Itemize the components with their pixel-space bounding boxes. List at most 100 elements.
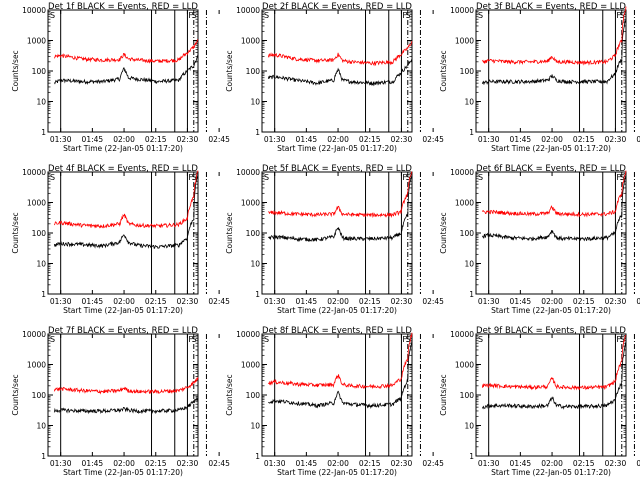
plot-frame xyxy=(47,333,199,457)
panel-title: Det 7f BLACK = Events, RED = LLD xyxy=(48,326,198,336)
x-tick-label: 01:30 xyxy=(264,135,286,144)
panel-det-9: Det 9f BLACK = Events, RED = LLD 1 10 100 10… xyxy=(439,326,640,477)
flag-label-saa: S xyxy=(192,11,197,20)
x-tick-label: 02:45 xyxy=(208,459,230,468)
x-tick-label: 01:45 xyxy=(82,297,104,306)
y-tick-label: 10 xyxy=(36,98,46,107)
y-tick-label: 10000 xyxy=(450,6,474,15)
panel-title: Det 2f BLACK = Events, RED = LLD xyxy=(262,2,412,12)
y-tick-label: 1000 xyxy=(27,199,46,208)
x-tick-label: 02:30 xyxy=(391,459,413,468)
x-tick-label: 02:30 xyxy=(605,459,627,468)
x-tick-label: 01:30 xyxy=(478,135,500,144)
x-tick-label: 02:15 xyxy=(573,297,595,306)
x-tick-label: 02:15 xyxy=(359,459,381,468)
x-tick-label: 02:00 xyxy=(327,135,349,144)
x-axis-label: Start Time (22-Jan-05 01:17:20) xyxy=(63,468,183,477)
panel-det-5: Det 5f BLACK = Events, RED = LLD 1 10 100 10… xyxy=(225,164,444,315)
x-tick-label: 02:00 xyxy=(541,297,563,306)
x-tick-label: 02:00 xyxy=(113,297,135,306)
series-line-events xyxy=(267,58,413,87)
x-tick-label: 01:45 xyxy=(82,459,104,468)
panel-det-8: Det 8f BLACK = Events, RED = LLD 1 10 100 10… xyxy=(225,326,444,477)
series-line-lld xyxy=(268,171,413,219)
y-tick-label: 1000 xyxy=(241,37,260,46)
y-tick-label: 1 xyxy=(255,290,260,299)
series-line-lld xyxy=(53,39,199,64)
x-tick-label: 02:45 xyxy=(422,459,444,468)
x-axis-label: Start Time (22-Jan-05 01:17:20) xyxy=(491,468,611,477)
x-tick-label: 02:00 xyxy=(113,459,135,468)
x-tick-label: 01:30 xyxy=(50,135,72,144)
flag-label-flare: F xyxy=(188,173,193,182)
flag-label-saa: S xyxy=(264,11,269,20)
series-line-events xyxy=(268,176,413,243)
series-line-lld xyxy=(481,335,626,391)
y-tick-label: 10 xyxy=(464,422,474,431)
x-tick-label: 02:15 xyxy=(359,135,381,144)
y-axis-label: Counts/sec xyxy=(225,212,234,253)
series-line-lld xyxy=(53,377,199,395)
y-tick-label: 100 xyxy=(246,391,261,400)
y-tick-label: 10 xyxy=(36,260,46,269)
flag-label-saa: S xyxy=(192,335,197,344)
x-axis-label: Start Time (22-Jan-05 01:17:20) xyxy=(63,144,183,153)
flag-label-saa: S xyxy=(264,335,269,344)
y-tick-label: 10000 xyxy=(236,330,260,339)
series-line-events xyxy=(53,396,199,415)
flag-label-saa: S xyxy=(192,173,197,182)
flag-label-flare: F xyxy=(402,335,407,344)
x-tick-label: 02:30 xyxy=(605,297,627,306)
x-tick-label: 02:30 xyxy=(177,297,199,306)
x-tick-label: 02:30 xyxy=(391,297,413,306)
panel-title: Det 5f BLACK = Events, RED = LLD xyxy=(262,164,412,174)
flag-label-saa: S xyxy=(620,335,625,344)
y-tick-label: 10 xyxy=(464,98,474,107)
panel-title: Det 9f BLACK = Events, RED = LLD xyxy=(476,326,626,336)
x-tick-label: 02:45 xyxy=(208,135,230,144)
flag-label-saa: S xyxy=(406,335,411,344)
panel-title: Det 8f BLACK = Events, RED = LLD xyxy=(262,326,412,336)
plot-frame xyxy=(475,9,627,133)
y-tick-label: 1000 xyxy=(241,361,260,370)
x-axis-label: Start Time (22-Jan-05 01:17:20) xyxy=(491,144,611,153)
y-tick-label: 100 xyxy=(246,67,261,76)
y-tick-label: 1 xyxy=(469,290,474,299)
flag-label-saa: S xyxy=(478,11,483,20)
y-tick-label: 100 xyxy=(32,391,47,400)
x-tick-label: 02:00 xyxy=(327,459,349,468)
y-tick-label: 10000 xyxy=(22,168,46,177)
x-axis-label: Start Time (22-Jan-05 01:17:20) xyxy=(277,144,397,153)
flag-label-saa: S xyxy=(406,173,411,182)
flag-label-flare: F xyxy=(188,335,193,344)
x-tick-label: 01:45 xyxy=(510,297,532,306)
x-tick-label: 02:30 xyxy=(177,135,199,144)
y-axis-label: Counts/sec xyxy=(11,374,20,415)
x-tick-label: 02:15 xyxy=(145,297,167,306)
y-tick-label: 100 xyxy=(32,229,47,238)
series-line-events xyxy=(53,174,199,250)
y-tick-label: 1000 xyxy=(241,199,260,208)
x-tick-label: 02:00 xyxy=(541,135,563,144)
y-tick-label: 10000 xyxy=(22,330,46,339)
series-line-events xyxy=(268,339,413,410)
x-tick-label: 02:30 xyxy=(605,135,627,144)
series-line-events xyxy=(481,342,627,410)
plot-frame xyxy=(47,171,199,295)
x-tick-label: 02:45 xyxy=(636,297,640,306)
panel-det-4: Det 4f BLACK = Events, RED = LLD 1 10 100 10… xyxy=(11,164,230,315)
x-axis-label: Start Time (22-Jan-05 01:17:20) xyxy=(277,306,397,315)
x-tick-label: 02:45 xyxy=(422,297,444,306)
flag-label-saa: S xyxy=(50,335,55,344)
y-tick-label: 10 xyxy=(250,422,260,431)
y-tick-label: 100 xyxy=(32,67,47,76)
y-axis-label: Counts/sec xyxy=(11,212,20,253)
series-line-events xyxy=(53,54,199,85)
series-line-lld xyxy=(53,170,199,229)
x-tick-label: 02:45 xyxy=(208,297,230,306)
x-tick-label: 01:30 xyxy=(264,459,286,468)
x-tick-label: 02:45 xyxy=(636,135,640,144)
y-tick-label: 1000 xyxy=(455,37,474,46)
flag-label-saa: S xyxy=(50,11,55,20)
x-tick-label: 01:45 xyxy=(510,459,532,468)
